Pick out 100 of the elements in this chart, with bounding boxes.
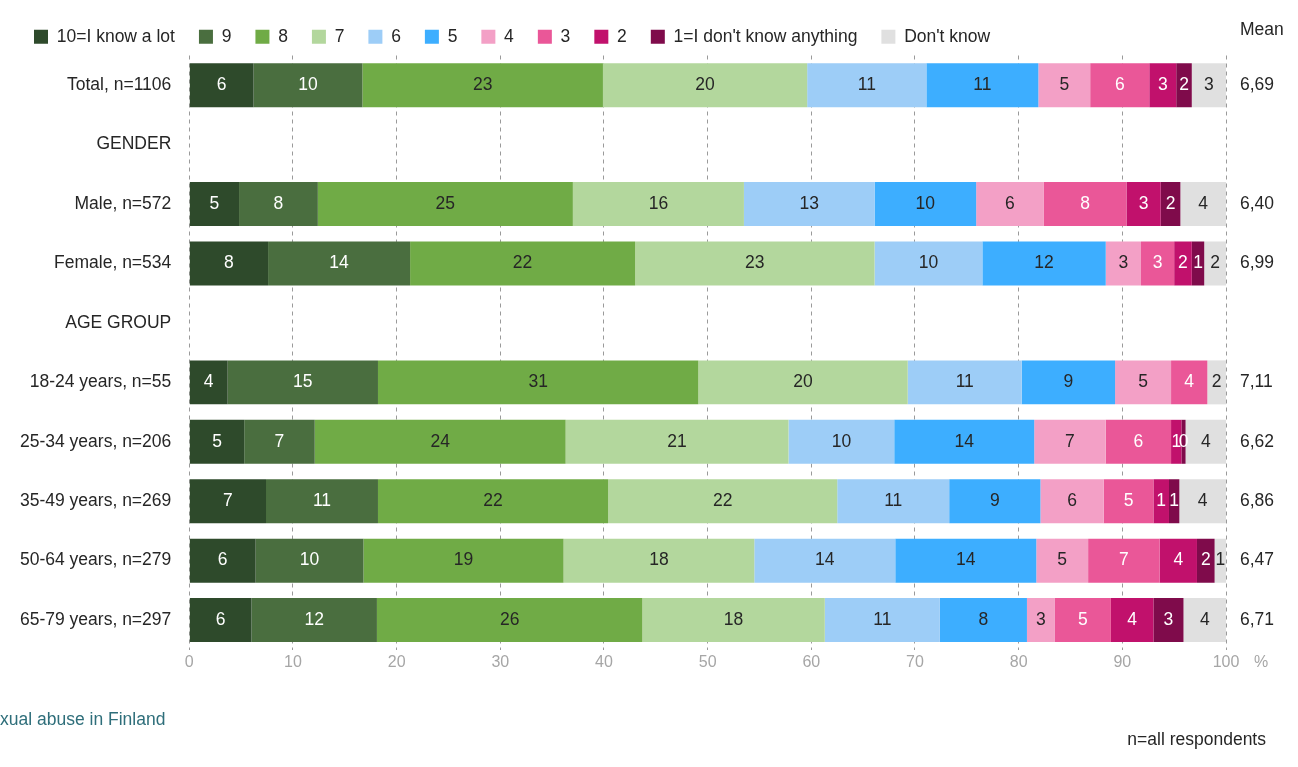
data-label: 11 [884, 490, 903, 511]
bar [807, 63, 927, 108]
bar [1105, 241, 1141, 286]
bar [642, 598, 825, 643]
data-label: 21 [667, 430, 687, 451]
data-label: 10 [831, 430, 852, 451]
data-label: 9 [1063, 371, 1074, 392]
bar [1021, 360, 1116, 405]
bar [1153, 479, 1169, 524]
legend-label: 8 [278, 25, 288, 46]
x-tick-label: 60 [802, 652, 821, 670]
x-tick-label: 0 [184, 652, 194, 670]
bar [949, 479, 1041, 524]
text: xual abuse in Finland [0, 708, 166, 729]
bar [602, 63, 808, 108]
bar [1180, 182, 1226, 227]
bar [976, 182, 1044, 227]
bar [189, 538, 256, 583]
bar [189, 63, 254, 108]
bar [754, 538, 896, 583]
y-tick-label: Female, n=534 [54, 252, 172, 273]
data-label: 8 [978, 608, 989, 629]
data-label: 5 [1138, 371, 1148, 392]
bar [1040, 479, 1104, 524]
legend-label: 2 [617, 25, 627, 46]
data-label: 4 [1184, 371, 1195, 392]
bar [239, 182, 318, 227]
bar [1183, 598, 1226, 643]
bar [1110, 598, 1154, 643]
bar [410, 241, 636, 286]
x-tick-label: 90 [1113, 652, 1132, 670]
legend-label: 10=I know a lot [56, 25, 176, 46]
legend-label: 4 [504, 25, 515, 46]
text: Mean [1240, 18, 1284, 39]
bar [1105, 419, 1172, 464]
bar [1126, 182, 1161, 227]
legend-label: 1=I don't know anything [673, 25, 858, 46]
bar [1149, 63, 1177, 108]
bar [244, 419, 315, 464]
bar [939, 598, 1027, 643]
data-label: 2 [1211, 371, 1222, 392]
data-label: 8 [273, 192, 284, 213]
x-tick-label: 80 [1009, 652, 1028, 670]
x-tick-label: 30 [491, 652, 510, 670]
data-label: 19 [453, 549, 474, 570]
bar [1034, 419, 1106, 464]
data-label: 5 [212, 430, 222, 451]
data-label: 8 [1080, 192, 1090, 213]
bar [1054, 598, 1111, 643]
y-tick-label: 65-79 years, n=297 [19, 608, 172, 629]
data-label: 4 [1200, 430, 1211, 451]
data-label: 5 [1078, 608, 1088, 629]
bar [377, 360, 699, 405]
data-label: 4 [1173, 549, 1184, 570]
bar [253, 63, 363, 108]
bar [1207, 360, 1226, 405]
bar [189, 479, 267, 524]
data-label: 8 [224, 252, 234, 273]
data-label: 14 [329, 252, 350, 273]
text: 6,69 [1240, 74, 1275, 95]
data-label: 20 [793, 371, 814, 392]
data-label: 26 [499, 608, 520, 629]
y-tick-label: AGE GROUP [65, 311, 172, 332]
bar [1115, 360, 1172, 405]
legend-label: 5 [447, 25, 458, 46]
data-label: 1 [1171, 430, 1182, 451]
bar [189, 419, 245, 464]
data-label: 3 [1036, 608, 1046, 629]
bar [788, 419, 895, 464]
data-label: 4 [203, 371, 214, 392]
data-label: 13 [799, 192, 819, 213]
data-label: 3 [1163, 608, 1174, 629]
x-tick-label: 50 [698, 652, 717, 670]
text: 6,47 [1240, 549, 1275, 570]
data-label: 1 [1215, 549, 1226, 570]
bar [982, 241, 1106, 286]
data-label: 31 [528, 371, 548, 392]
bar [837, 479, 950, 524]
bar [874, 182, 977, 227]
bar [1103, 479, 1154, 524]
x-tick-label: 20 [387, 652, 406, 670]
bar [874, 241, 983, 286]
bar [1191, 63, 1226, 108]
bar [698, 360, 908, 405]
bar [1204, 241, 1226, 286]
x-tick-label: 40 [595, 652, 613, 670]
data-label: 11 [873, 608, 892, 629]
data-label: 1 [1193, 252, 1203, 273]
data-label: 1 [1169, 490, 1180, 511]
bar [895, 538, 1037, 583]
data-label: 7 [223, 490, 233, 511]
data-label: 7 [1065, 430, 1075, 451]
bar [1038, 63, 1091, 108]
data-label: 4 [1127, 608, 1138, 629]
data-label: 4 [1197, 490, 1208, 511]
bar [255, 538, 364, 583]
data-label: 22 [712, 490, 733, 511]
x-tick-label: 100 [1212, 652, 1240, 670]
data-label: 25 [435, 192, 456, 213]
data-label: 11 [312, 490, 332, 511]
